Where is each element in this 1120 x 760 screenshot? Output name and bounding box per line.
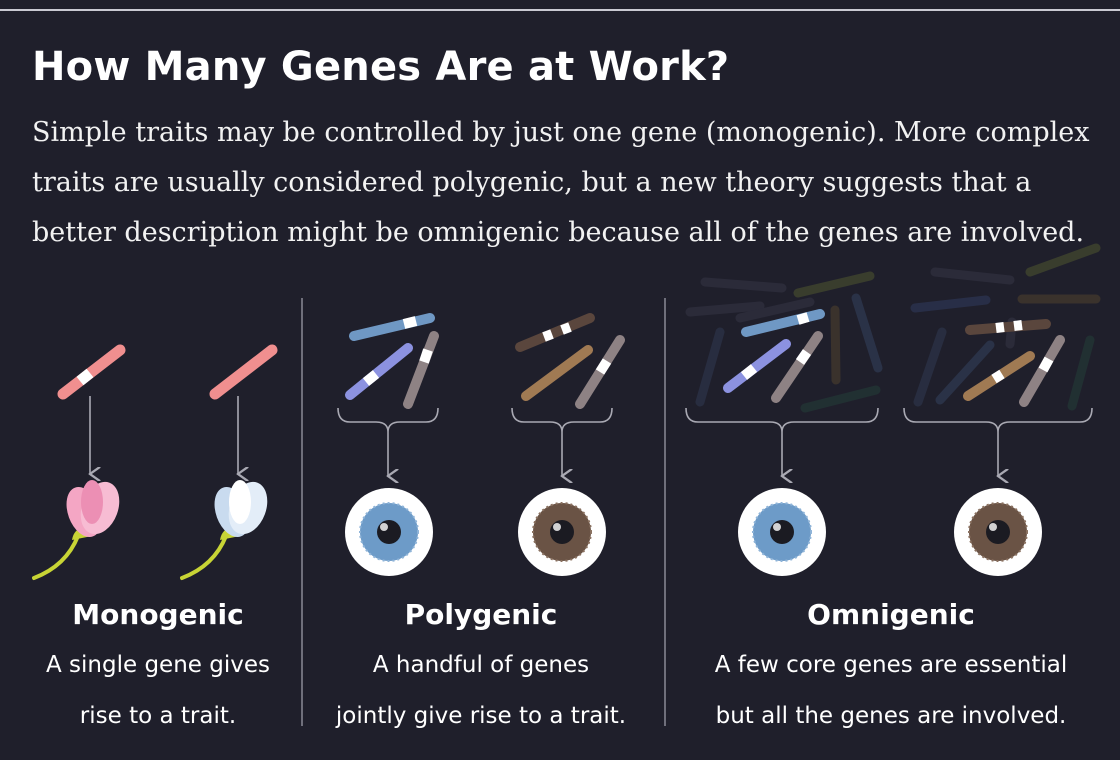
top-rule <box>0 9 1120 11</box>
description-line: A few core genes are essential <box>714 652 1068 678</box>
pink-flower <box>32 480 120 580</box>
description-line: rise to a trait. <box>79 703 237 729</box>
panel-description: A few core genes are essential but all t… <box>670 640 1112 742</box>
panel-description: A single gene gives rise to a trait. <box>8 640 308 742</box>
white-flower <box>180 480 268 580</box>
gene-monogenic-2 <box>209 344 278 400</box>
bracket <box>685 407 879 433</box>
description-line: A single gene gives <box>46 652 270 678</box>
panel-description: A handful of genes jointly give rise to … <box>304 640 658 742</box>
gene-cluster-brown-eye <box>515 313 625 409</box>
brown-eye <box>954 488 1042 576</box>
blue-eye <box>738 488 826 576</box>
description-line: A handful of genes <box>372 652 590 678</box>
panel-heading: Polygenic <box>404 598 558 631</box>
background-genes <box>685 243 1101 413</box>
panel-monogenic: Monogenic A single gene gives rise to a … <box>8 590 308 742</box>
gene-monogenic-1 <box>57 344 126 400</box>
bracket <box>903 407 1093 433</box>
panel-heading: Omnigenic <box>807 598 975 631</box>
panel-omnigenic: Omnigenic A few core genes are essential… <box>670 590 1112 742</box>
blue-eye <box>345 488 433 576</box>
page-title: How Many Genes Are at Work? <box>32 44 730 90</box>
gene-cluster-blue-eye <box>345 313 439 409</box>
description-line: but all the genes are involved. <box>715 703 1067 729</box>
bracket <box>337 407 439 433</box>
panel-polygenic: Polygenic A handful of genes jointly giv… <box>304 590 658 742</box>
gene-cluster-omni-blue-eye <box>723 309 825 403</box>
description-line: jointly give rise to a trait. <box>335 703 627 729</box>
intro-paragraph: Simple traits may be controlled by just … <box>32 117 1090 248</box>
brown-eye <box>518 488 606 576</box>
bracket <box>511 407 613 433</box>
panel-heading: Monogenic <box>72 598 244 631</box>
gene-cluster-omni-brown-eye <box>963 319 1065 407</box>
